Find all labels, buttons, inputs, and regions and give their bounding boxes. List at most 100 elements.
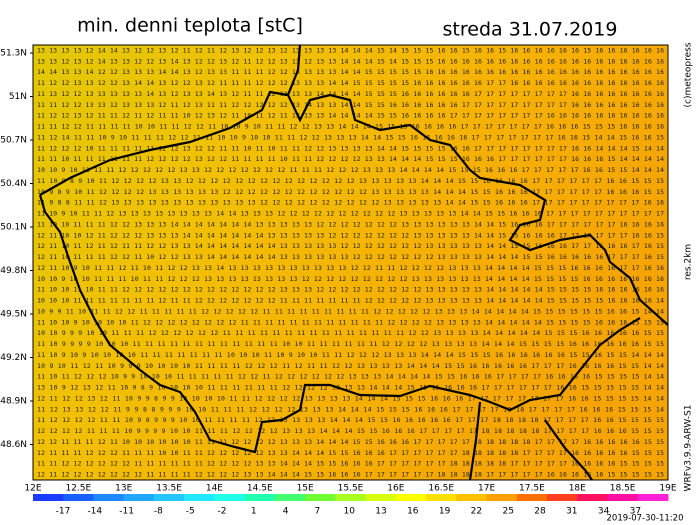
grid-row: 11 10 9 9 9 9 10 10 10 11 11 11 11 11 11… — [37, 340, 664, 348]
colorbar-label: -17 — [56, 507, 71, 517]
lat-label: 48.9N — [0, 397, 27, 407]
grid-row: 13 13 12 13 12 14 13 13 12 12 13 14 13 1… — [37, 57, 664, 65]
grid-row: 12 12 12 12 11 11 11 10 9 9 9 9 10 10 11… — [37, 427, 664, 435]
lon-label: 12.5E — [65, 484, 91, 494]
lon-label: 15.5E — [338, 484, 364, 494]
grid-row: 12 11 10 9 10 11 11 12 11 10 11 12 12 13… — [37, 264, 664, 272]
colorbar-segment — [214, 494, 246, 501]
lat-label: 50.7N — [0, 136, 27, 146]
colorbar-segment — [335, 494, 367, 501]
lon-label: 14E — [206, 484, 223, 494]
copyright: (c)meteopress — [684, 42, 694, 107]
colorbar-segment — [395, 494, 427, 501]
grid-row: 11 11 12 12 12 12 12 12 11 11 11 11 11 1… — [37, 460, 664, 468]
grid-row: 12 11 12 12 12 12 12 12 12 11 11 11 11 1… — [37, 471, 664, 479]
colorbar-segment — [93, 494, 125, 501]
lon-label: 12E — [24, 484, 41, 494]
lon-label: 18.5E — [610, 484, 636, 494]
colorbar: -17 -14 -11 -8 -5 -2 1 4 7 10 13 16 19 22 25 28 31 34 37 — [33, 494, 669, 517]
lat-label: 51N — [9, 92, 27, 102]
grid-row: 10 10 9 10 11 11 11 12 12 12 12 12 13 13… — [37, 166, 664, 174]
grid-row: 13 13 13 13 12 14 14 13 12 12 13 12 11 1… — [37, 46, 664, 54]
grid-row: 11 11 10 11 11 11 11 11 11 12 12 12 12 1… — [37, 155, 664, 163]
map-area — [32, 44, 669, 481]
lon-label: 13E — [115, 484, 132, 494]
grid-row: 11 10 9 10 11 11 12 13 13 13 13 13 13 13… — [37, 210, 664, 218]
colorbar-segment — [365, 494, 397, 501]
colorbar-segment — [577, 494, 609, 501]
colorbar-label: -8 — [154, 507, 163, 517]
grid-row: 11 10 10 11 10 11 11 12 12 12 12 12 12 1… — [37, 286, 664, 294]
date: streda 31.07.2019 — [443, 19, 618, 41]
grid-row: 11 12 12 13 12 11 11 12 11 12 11 11 10 1… — [37, 112, 664, 120]
grid-row: 11 10 9 8 9 10 11 12 12 12 12 13 13 12 1… — [37, 177, 664, 185]
lat-label: 49.2N — [0, 353, 27, 363]
colorbar-segment — [63, 494, 94, 501]
lat-label: 49.5N — [0, 310, 27, 320]
lon-label: 17E — [478, 484, 495, 494]
colorbar-segment — [486, 494, 518, 501]
resolution: res.2km — [684, 244, 694, 280]
grid-row: 11 12 12 12 12 11 11 10 9 8 9 9 9 10 10 … — [37, 416, 664, 424]
colorbar-label: 7 — [315, 507, 321, 517]
colorbar-label: 31 — [566, 507, 577, 517]
model: WRFv3.9.9-ARW-S1 — [684, 405, 694, 492]
colorbar-label: 34 — [598, 507, 610, 517]
grid-row: 11 12 12 13 13 12 12 13 14 14 13 12 12 1… — [37, 79, 664, 87]
colorbar-segment — [184, 494, 215, 501]
grid-row: 12 11 10 10 12 11 12 12 12 13 13 13 14 1… — [37, 231, 664, 239]
colorbar-segment — [426, 494, 457, 501]
grid-row: 11 13 12 12 13 13 13 13 13 14 13 12 13 1… — [37, 90, 664, 98]
lon-label: 18E — [569, 484, 586, 494]
grid-values: 13 13 13 13 12 14 14 13 12 12 13 12 11 1… — [37, 46, 664, 478]
colorbar-segment — [305, 494, 336, 501]
grid-row: 10 10 9 9 9 10 10 11 11 11 12 12 12 12 1… — [37, 329, 664, 337]
grid-row: 10 10 10 11 11 11 11 11 11 11 12 11 11 1… — [37, 297, 664, 305]
run-time: 2019-07-30-11:20 — [607, 514, 684, 524]
colorbar-label: -14 — [87, 507, 102, 517]
colorbar-label: -2 — [218, 507, 227, 517]
lat-label: 51.3N — [0, 49, 27, 59]
colorbar-label: 28 — [534, 507, 546, 517]
lon-label: 17.5E — [519, 484, 545, 494]
colorbar-segment — [244, 494, 276, 501]
colorbar-segment — [33, 494, 64, 501]
grid-row: 12 11 10 11 12 11 12 11 11 12 12 13 13 1… — [37, 242, 664, 250]
grid-row: 10 10 9 10 10 11 11 11 10 11 11 12 12 12… — [37, 275, 664, 283]
grid-row: 12 12 11 11 11 12 11 10 10 10 10 10 10 1… — [37, 438, 664, 446]
colorbar-segment — [274, 494, 306, 501]
colorbar-segment — [607, 494, 639, 501]
colorbar-label: 25 — [502, 507, 513, 517]
lon-label: 16E — [387, 484, 404, 494]
lat-label: 49.8N — [0, 266, 27, 276]
lon-label: 14.5E — [247, 484, 273, 494]
colorbar-label: 4 — [283, 507, 289, 517]
grid-row: 11 10 11 12 12 12 10 9 9 10 10 10 11 11 … — [37, 373, 664, 381]
grid-row: 10 9 8 9 10 11 12 12 12 12 13 13 13 13 1… — [37, 188, 664, 196]
lat-label: 48.6N — [0, 440, 27, 450]
grid-row: 10 9 9 11 10 11 11 12 12 11 11 11 11 11 … — [37, 307, 664, 315]
lon-label: 19E — [659, 484, 676, 494]
lat-label: 50.1N — [0, 223, 27, 233]
grid-row: 10 9 10 11 12 11 10 9 9 9 10 10 10 10 11… — [37, 362, 664, 370]
lon-label: 16.5E — [428, 484, 454, 494]
borders — [38, 44, 669, 481]
colorbar-label: 19 — [439, 507, 451, 517]
title: min. denni teplota [stC] — [77, 15, 303, 37]
grid-row: 11 10 10 11 11 11 12 12 13 13 13 14 14 1… — [37, 220, 664, 228]
colorbar-label: 13 — [375, 507, 386, 517]
colorbar-label: -11 — [119, 507, 134, 517]
grid-row: 11 12 12 12 10 11 11 11 11 11 12 12 13 1… — [37, 144, 664, 152]
colorbar-segment — [547, 494, 578, 501]
longitude-labels: 12E 12.5E 13E 13.5E 14E 14.5E 15E 15.5E 16E 16.5E… — [24, 484, 676, 494]
grid-row: 12 11 11 11 12 12 12 11 11 11 10 10 11 1… — [37, 449, 664, 457]
lon-label: 15E — [297, 484, 314, 494]
grid-row: 11 12 13 13 12 12 11 9 9 8 8 9 9 9 10 10… — [37, 405, 664, 413]
colorbar-segment — [637, 494, 669, 501]
grid-row: 13 10 9 12 13 12 11 10 9 8 9 10 10 10 10… — [37, 384, 664, 392]
colorbar-label: 10 — [343, 507, 355, 517]
colorbar-label: 22 — [471, 507, 482, 517]
grid-row: 12 11 12 12 13 12 11 10 9 9 8 9 9 10 10 … — [37, 394, 664, 402]
